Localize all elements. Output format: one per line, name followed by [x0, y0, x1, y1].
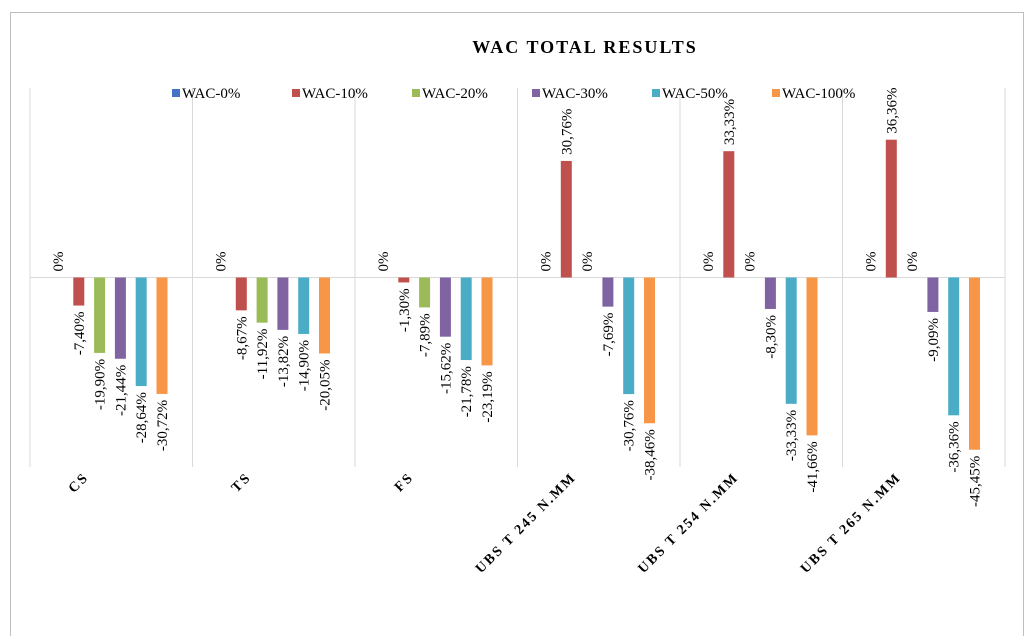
chart-title: WAC TOTAL RESULTS: [472, 37, 697, 57]
bar: [419, 277, 431, 308]
data-label: -7,89%: [418, 313, 434, 357]
data-label: -23,19%: [480, 371, 496, 422]
bar: [298, 277, 310, 334]
bar: [94, 277, 106, 353]
bar: [948, 277, 960, 416]
bar: [277, 277, 289, 330]
legend-swatch: [652, 89, 660, 97]
legend-label: WAC-100%: [782, 86, 855, 102]
data-label: -13,82%: [276, 336, 292, 387]
legend-label: WAC-30%: [542, 86, 608, 102]
data-label: -9,09%: [926, 318, 942, 362]
bar: [73, 277, 85, 306]
bar: [602, 277, 614, 307]
bar: [256, 277, 268, 323]
bar: [319, 277, 330, 354]
data-label: 36,36%: [884, 87, 900, 133]
data-label: 0%: [743, 252, 759, 272]
data-label: -8,30%: [763, 315, 779, 359]
bar: [806, 277, 818, 436]
data-label: 0%: [864, 252, 880, 272]
data-label: 0%: [214, 252, 230, 272]
bar: [764, 277, 776, 309]
data-label: 0%: [51, 252, 67, 272]
bar: [235, 277, 247, 311]
data-label: 0%: [539, 252, 555, 272]
legend-label: WAC-50%: [662, 86, 728, 102]
data-label: -45,45%: [968, 456, 984, 507]
legend-label: WAC-20%: [422, 86, 488, 102]
data-label: -36,36%: [947, 421, 963, 472]
data-label: -14,90%: [297, 340, 313, 391]
legend-label: WAC-10%: [302, 86, 368, 102]
data-label: 0%: [376, 252, 392, 272]
data-label: -21,78%: [459, 366, 475, 417]
data-label: -8,67%: [234, 316, 250, 360]
data-label: -38,46%: [643, 429, 659, 480]
bar: [969, 277, 980, 450]
bar: [644, 277, 655, 424]
data-label: -7,69%: [601, 313, 617, 357]
data-label: -7,40%: [72, 312, 88, 356]
data-label: -33,33%: [784, 410, 800, 461]
bar: [135, 277, 147, 387]
bar: [623, 277, 635, 395]
bar: [927, 277, 939, 312]
data-label: -11,92%: [255, 329, 271, 380]
data-label: -19,90%: [93, 359, 109, 410]
legend-swatch: [172, 89, 180, 97]
legend-swatch: [412, 89, 420, 97]
data-label: 33,33%: [722, 99, 738, 145]
bar: [114, 277, 126, 359]
data-label: -1,30%: [397, 288, 413, 332]
data-label: -28,64%: [134, 392, 150, 443]
bar: [439, 277, 451, 337]
bar: [156, 277, 168, 394]
data-label: 0%: [580, 252, 596, 272]
bar: [481, 277, 493, 366]
bar: [723, 151, 735, 278]
legend-swatch: [292, 89, 300, 97]
data-label: -30,76%: [622, 400, 638, 451]
data-label: 0%: [905, 252, 921, 272]
data-label: -21,44%: [113, 365, 129, 416]
bar: [785, 277, 797, 404]
bar: [560, 160, 572, 278]
data-label: -15,62%: [438, 343, 454, 394]
legend-label: WAC-0%: [182, 86, 240, 102]
data-label: -41,66%: [805, 441, 821, 492]
bar: [460, 277, 472, 361]
data-label: -20,05%: [318, 359, 334, 410]
bar: [885, 139, 897, 278]
data-label: 0%: [701, 252, 717, 272]
data-label: -30,72%: [155, 400, 171, 451]
legend-swatch: [772, 89, 780, 97]
legend-swatch: [532, 89, 540, 97]
bar: [398, 277, 410, 283]
data-label: 30,76%: [559, 109, 575, 155]
